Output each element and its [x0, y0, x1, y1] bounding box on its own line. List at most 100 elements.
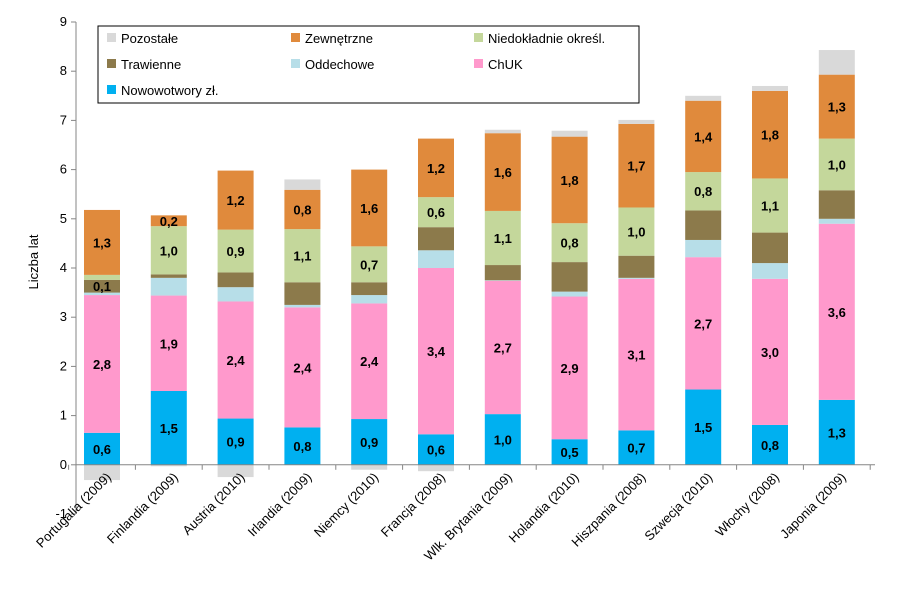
- data-label: 0,8: [694, 184, 712, 199]
- bar-segment: [818, 399, 855, 465]
- bar-segment: [150, 274, 187, 278]
- bar-segment: [351, 282, 388, 296]
- bar-segment: [618, 278, 655, 431]
- data-label: 1,8: [561, 173, 579, 188]
- bar-segment: [752, 424, 788, 465]
- bar-segment: [618, 430, 655, 465]
- y-tick-label: 2: [60, 358, 67, 373]
- legend-entry: Oddechowe: [305, 57, 374, 72]
- bar-segment: [818, 223, 855, 400]
- bar-segment: [818, 138, 855, 191]
- category-label: Irlandia (2009): [245, 470, 315, 540]
- y-tick-label: 7: [60, 112, 67, 127]
- bar-segment: [752, 263, 788, 279]
- data-label: 1,3: [828, 425, 846, 440]
- data-label: 1,5: [694, 420, 712, 435]
- bar-segment: [685, 100, 722, 173]
- bar-segment: [84, 464, 120, 481]
- bar-segment: [752, 178, 788, 233]
- data-label: 1,3: [828, 100, 846, 115]
- legend-entry: ChUK: [488, 57, 523, 72]
- data-label: 3,6: [828, 305, 846, 320]
- bar-segment: [685, 172, 722, 211]
- data-label: 1,3: [93, 235, 111, 250]
- data-label: 0,9: [227, 435, 245, 450]
- y-axis-label: Liczba lat: [26, 234, 41, 289]
- bar-segment: [84, 274, 120, 280]
- bar-segment: [217, 287, 254, 302]
- y-tick-label: 4: [60, 260, 67, 275]
- data-label: 1,6: [494, 165, 512, 180]
- y-tick-label: -1: [55, 506, 67, 521]
- data-label: 1,1: [761, 199, 779, 214]
- bar-segment: [418, 227, 454, 251]
- bar-segment: [217, 418, 254, 465]
- bar-segment: [685, 239, 722, 258]
- bar-segment: [351, 464, 388, 470]
- bar-segment: [418, 268, 454, 435]
- data-label: 1,0: [627, 225, 645, 240]
- category-label: Finlandia (2009): [104, 470, 181, 547]
- legend-entry: Pozostałe: [121, 31, 178, 46]
- y-tick-label: 6: [60, 162, 67, 177]
- bar-segment: [484, 133, 521, 211]
- category-label: Szwecja (2010): [641, 470, 715, 544]
- bar-segment: [418, 434, 454, 465]
- data-label: 0,8: [761, 438, 779, 453]
- bar-segment: [484, 210, 521, 266]
- data-label: 3,1: [627, 348, 645, 363]
- data-label: 0,7: [627, 441, 645, 456]
- bar-segment: [351, 169, 388, 247]
- bar-segment: [351, 246, 388, 283]
- y-tick-label: 3: [60, 309, 67, 324]
- data-label: 2,7: [694, 316, 712, 331]
- bar-segment: [351, 303, 388, 420]
- category-label: Włochy (2008): [712, 470, 782, 540]
- bar-segment: [418, 197, 454, 228]
- bar-segment: [217, 301, 254, 419]
- data-label: 0,6: [427, 205, 445, 220]
- data-label: 1,7: [627, 159, 645, 174]
- data-label: 1,4: [694, 129, 713, 144]
- category-label: Niemcy (2010): [311, 470, 381, 540]
- bar-segment: [685, 389, 722, 465]
- data-label: 0,5: [561, 445, 579, 460]
- bar-segment: [685, 257, 722, 390]
- bar-segment: [752, 90, 788, 179]
- data-label: 2,7: [494, 340, 512, 355]
- data-label: 0,8: [561, 236, 579, 251]
- legend-swatch: [107, 85, 116, 94]
- data-label: 0,9: [360, 435, 378, 450]
- bar-segment: [217, 170, 254, 230]
- category-label: Holandia (2010): [506, 470, 582, 546]
- bar-segment: [484, 129, 521, 134]
- bar-segment: [752, 85, 788, 91]
- bar-segment: [551, 291, 588, 297]
- category-label: Portugalia (2009): [33, 470, 114, 551]
- data-label: 1,9: [160, 336, 178, 351]
- y-tick-label: 8: [60, 63, 67, 78]
- data-label: 2,4: [293, 360, 312, 375]
- bar-segment: [284, 189, 321, 230]
- data-label: 2,9: [561, 361, 579, 376]
- data-label: 0,6: [427, 443, 445, 458]
- data-label: 0,9: [227, 244, 245, 259]
- bar-segment: [217, 229, 254, 273]
- data-label: 0,6: [93, 442, 111, 457]
- bar-segment: [685, 95, 722, 101]
- legend-entry: Trawienne: [121, 57, 181, 72]
- legend-swatch: [291, 33, 300, 42]
- bar-segment: [84, 279, 120, 293]
- legend-swatch: [107, 59, 116, 68]
- bar-segment: [818, 50, 855, 75]
- bar-segment: [618, 255, 655, 278]
- legend-entry: Nowowotwory zł.: [121, 83, 219, 98]
- category-label: Austria (2010): [179, 470, 247, 538]
- bar-segment: [217, 464, 254, 478]
- category-label: Japonia (2009): [777, 470, 849, 542]
- category-label: Hiszpania (2008): [568, 470, 648, 550]
- bar-segment: [84, 292, 120, 296]
- data-label: 0,1: [93, 279, 111, 294]
- data-label: 1,5: [160, 421, 178, 436]
- bar-segment: [818, 74, 855, 139]
